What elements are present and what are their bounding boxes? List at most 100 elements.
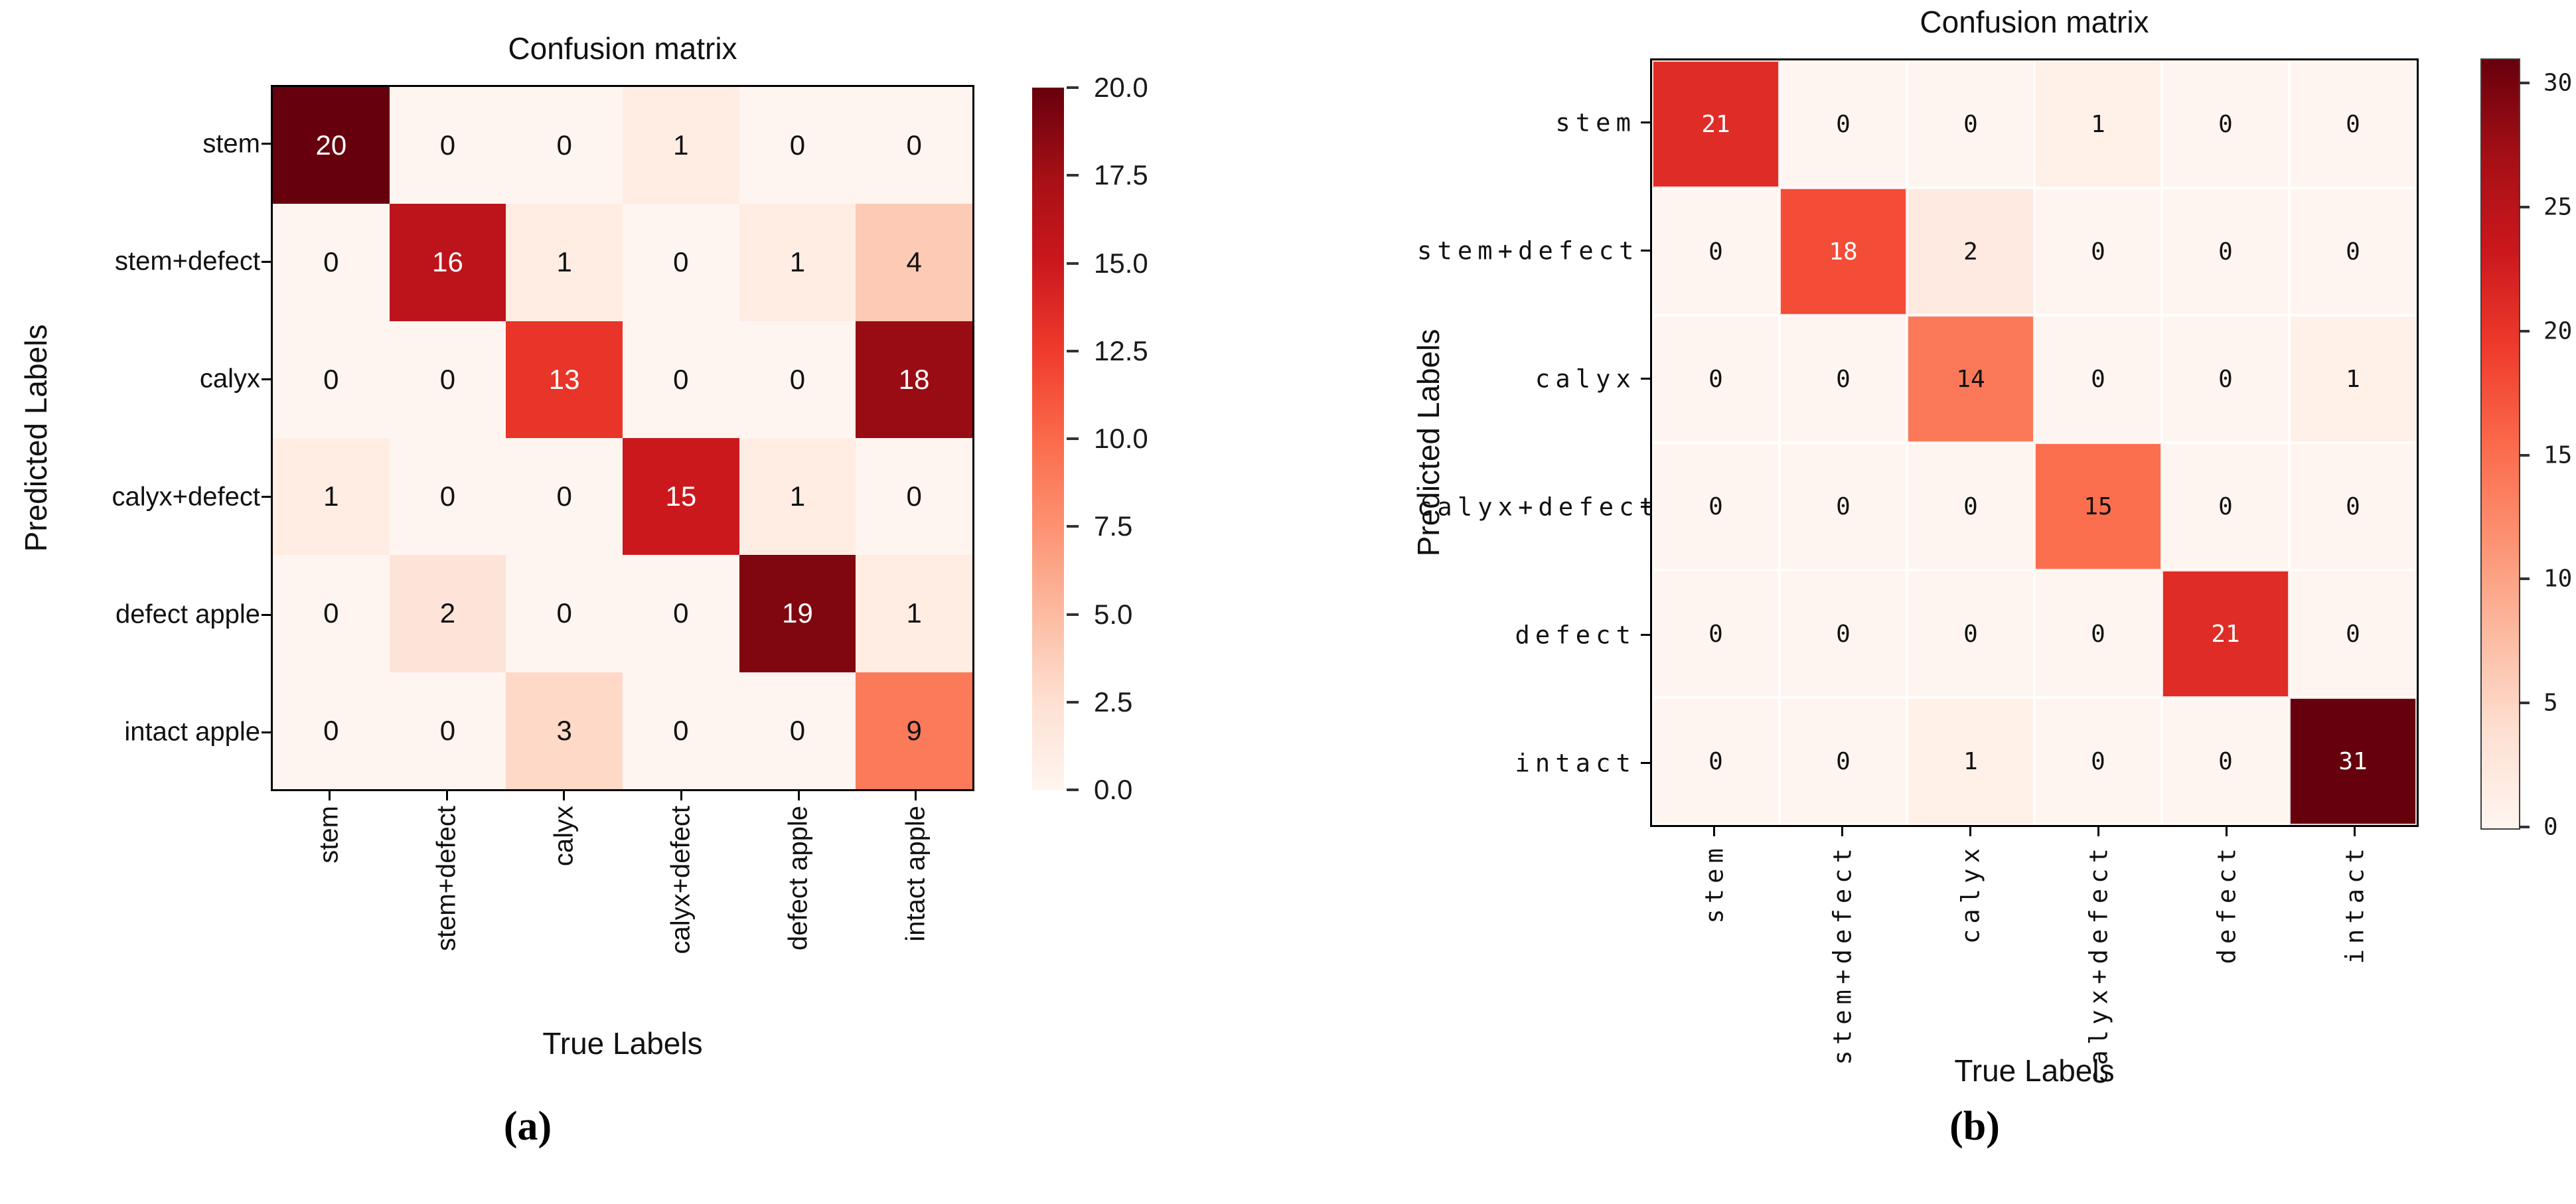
x-tick-label: defect bbox=[2212, 843, 2241, 964]
matrix-cell: 21 bbox=[1652, 60, 1780, 188]
colorbar-tick-mark bbox=[1067, 86, 1079, 89]
cell-value: 0 bbox=[673, 363, 689, 395]
subfigure-caption-a: (a) bbox=[503, 1104, 552, 1149]
cell-value: 0 bbox=[1836, 492, 1851, 520]
y-tick-mark bbox=[262, 143, 271, 145]
confusion-matrix-panel-b: Confusion matrix Predicted Labels 21 0 0 1 0… bbox=[1288, 0, 2576, 1204]
colorbar-tick-label: 25 bbox=[2543, 193, 2573, 221]
matrix-cell: 0 bbox=[1780, 570, 1907, 698]
y-tick-label: stem+defect bbox=[1417, 236, 1639, 265]
x-tick-mark bbox=[915, 791, 917, 800]
cell-value: 0 bbox=[2346, 492, 2360, 520]
x-axis-label: True Labels bbox=[1954, 1053, 2115, 1088]
colorbar-tick-label: 2.5 bbox=[1094, 686, 1133, 717]
cell-value: 0 bbox=[906, 129, 922, 161]
y-tick-mark bbox=[1641, 378, 1650, 380]
x-tick-mark bbox=[2097, 827, 2099, 836]
y-tick-mark bbox=[262, 260, 271, 263]
colorbar-tick-mark bbox=[1067, 174, 1079, 177]
matrix-cell: 1 bbox=[506, 204, 623, 321]
matrix-cell: 2 bbox=[1907, 188, 2034, 315]
cell-value: 18 bbox=[1829, 238, 1858, 265]
matrix-cell: 2 bbox=[389, 555, 506, 672]
matrix-cell: 0 bbox=[623, 555, 739, 672]
colorbar-tick-mark bbox=[1067, 349, 1079, 352]
cell-value: 0 bbox=[2091, 747, 2105, 775]
matrix-cell: 1 bbox=[856, 555, 972, 672]
colorbar-tick-mark bbox=[2519, 826, 2530, 828]
matrix-cell: 0 bbox=[2034, 188, 2162, 315]
colorbar-tick-label: 20.0 bbox=[1094, 72, 1148, 103]
matrix-cell: 0 bbox=[1780, 443, 1907, 570]
colorbar-tick-mark bbox=[2519, 453, 2530, 457]
cell-value: 3 bbox=[556, 714, 572, 746]
cell-value: 0 bbox=[2091, 620, 2105, 648]
y-axis-label-text: Predicted Labels bbox=[19, 324, 53, 552]
matrix-cell: 9 bbox=[856, 672, 972, 789]
matrix-cell: 0 bbox=[2162, 315, 2289, 443]
x-tick-label: intact bbox=[2340, 843, 2369, 964]
x-tick-mark bbox=[1969, 827, 1971, 836]
cell-value: 1 bbox=[556, 246, 572, 278]
y-tick-mark bbox=[1641, 506, 1650, 508]
matrix-cell: 15 bbox=[2034, 443, 2162, 570]
matrix-cell: 1 bbox=[273, 438, 390, 556]
colorbar-tick-label: 10 bbox=[2543, 565, 2573, 593]
matrix-cell: 1 bbox=[623, 87, 739, 204]
matrix-cell: 0 bbox=[623, 204, 739, 321]
cell-value: 0 bbox=[2091, 365, 2105, 393]
cell-value: 16 bbox=[432, 246, 463, 278]
x-tick-mark bbox=[2354, 827, 2356, 836]
matrix-cell: 0 bbox=[389, 321, 506, 438]
matrix-cell: 1 bbox=[2034, 60, 2162, 188]
y-tick-mark bbox=[1641, 634, 1650, 636]
cell-value: 0 bbox=[323, 597, 339, 629]
chart-title: Confusion matrix bbox=[508, 31, 737, 66]
x-tick-mark bbox=[1713, 827, 1715, 836]
matrix-cell: 0 bbox=[273, 204, 390, 321]
colorbar bbox=[2480, 58, 2520, 830]
colorbar-tick-label: 30 bbox=[2543, 69, 2573, 97]
matrix-cell: 1 bbox=[739, 438, 856, 556]
x-tick-label: calyx+defect bbox=[2084, 843, 2113, 1085]
cell-value: 0 bbox=[439, 129, 456, 161]
y-tick-mark bbox=[1641, 121, 1650, 123]
cell-value: 0 bbox=[323, 714, 339, 746]
matrix-cell: 15 bbox=[623, 438, 739, 556]
colorbar-tick-mark bbox=[1067, 525, 1079, 528]
y-tick-label: calyx bbox=[1535, 364, 1636, 393]
cell-value: 0 bbox=[1708, 492, 1723, 520]
x-tick-label: defect apple bbox=[783, 806, 813, 950]
cell-value: 20 bbox=[315, 129, 347, 161]
cell-value: 0 bbox=[673, 714, 689, 746]
colorbar-tick-mark bbox=[1067, 437, 1079, 440]
y-tick-label: calyx bbox=[199, 364, 260, 394]
matrix-cell: 0 bbox=[2034, 698, 2162, 825]
x-tick-label: intact apple bbox=[901, 806, 931, 942]
matrix-cell: 0 bbox=[1907, 443, 2034, 570]
colorbar-tick-mark bbox=[1067, 262, 1079, 265]
cell-value: 0 bbox=[1963, 110, 1978, 138]
chart-title: Confusion matrix bbox=[1920, 5, 2149, 39]
matrix-cell: 1 bbox=[2289, 315, 2417, 443]
y-tick-mark bbox=[262, 731, 271, 733]
y-tick-label: calyx+defect bbox=[1417, 492, 1659, 521]
matrix-cell: 0 bbox=[2034, 570, 2162, 698]
colorbar-gradient bbox=[2482, 60, 2519, 828]
colorbar-tick-mark bbox=[2519, 577, 2530, 581]
cell-value: 21 bbox=[2211, 620, 2240, 648]
colorbar-tick-label: 7.5 bbox=[1094, 510, 1133, 542]
cell-value: 9 bbox=[906, 714, 922, 746]
x-tick-label: calyx+defect bbox=[666, 806, 696, 954]
cell-value: 0 bbox=[1836, 747, 1851, 775]
cell-value: 0 bbox=[1708, 620, 1723, 648]
matrix-cell: 0 bbox=[506, 438, 623, 556]
cell-value: 1 bbox=[673, 129, 689, 161]
colorbar-gradient bbox=[1032, 88, 1064, 790]
cell-value: 0 bbox=[1708, 238, 1723, 265]
cell-value: 1 bbox=[1963, 747, 1978, 775]
cell-value: 0 bbox=[673, 246, 689, 278]
matrix-cell: 0 bbox=[273, 555, 390, 672]
y-tick-label: calyx+defect bbox=[112, 482, 260, 512]
